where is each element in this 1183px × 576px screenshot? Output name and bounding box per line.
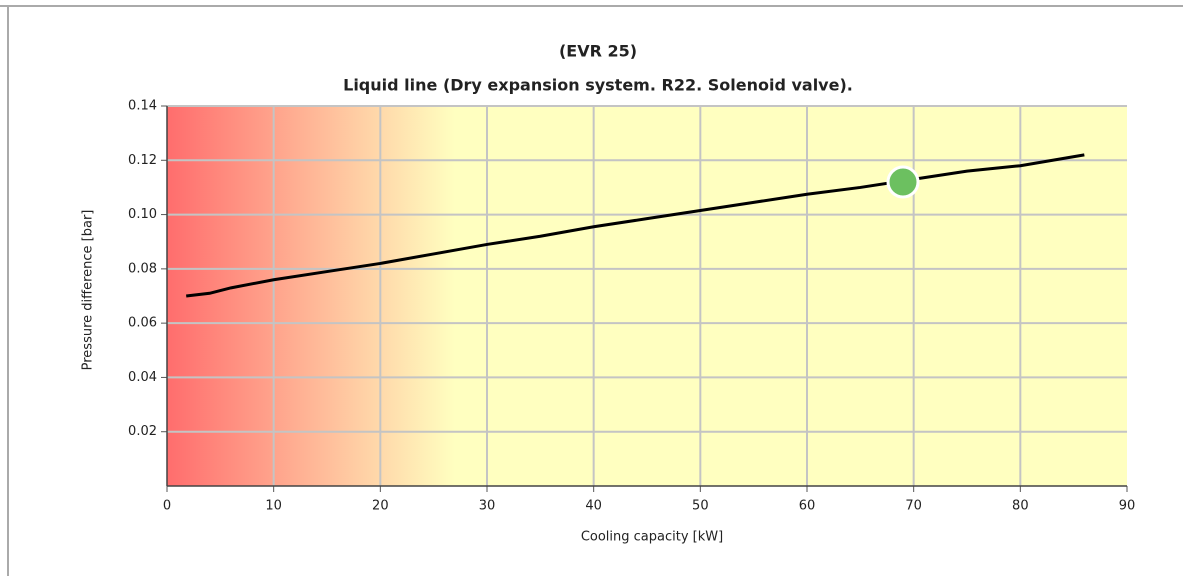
x-tick-label: 50 bbox=[692, 499, 709, 514]
y-tick-label: 0.02 bbox=[128, 424, 157, 439]
chart-title: (EVR 25) bbox=[559, 42, 637, 61]
x-tick-label: 0 bbox=[163, 499, 171, 514]
x-tick-label: 40 bbox=[585, 499, 602, 514]
y-tick-label: 0.06 bbox=[128, 316, 157, 331]
x-tick-label: 90 bbox=[1119, 499, 1136, 514]
y-axis-label: Pressure difference [bar] bbox=[81, 210, 96, 371]
y-tick-label: 0.12 bbox=[128, 153, 157, 168]
operating-point bbox=[886, 165, 920, 199]
y-tick-label: 0.10 bbox=[128, 207, 157, 222]
chart-subtitle: Liquid line (Dry expansion system. R22. … bbox=[343, 76, 853, 95]
x-tick-label: 30 bbox=[479, 499, 496, 514]
x-tick-label: 70 bbox=[905, 499, 922, 514]
y-tick-label: 0.08 bbox=[128, 261, 157, 276]
x-axis-label: Cooling capacity [kW] bbox=[581, 530, 723, 545]
x-tick-label: 60 bbox=[799, 499, 816, 514]
y-tick-label: 0.14 bbox=[128, 99, 157, 114]
x-tick-label: 20 bbox=[372, 499, 389, 514]
x-tick-label: 10 bbox=[265, 499, 282, 514]
plot-area bbox=[167, 106, 1127, 486]
y-tick-label: 0.04 bbox=[128, 370, 157, 385]
x-tick-label: 80 bbox=[1012, 499, 1029, 514]
